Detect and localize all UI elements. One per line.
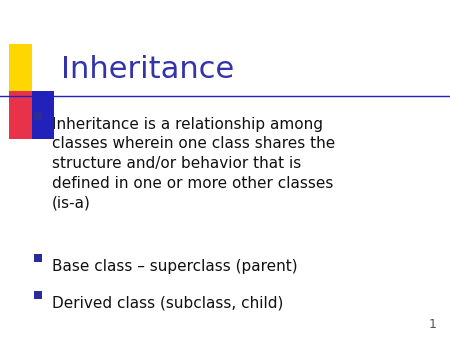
Bar: [34, 291, 42, 299]
Text: Inheritance is a relationship among
classes wherein one class shares the
structu: Inheritance is a relationship among clas…: [52, 117, 335, 211]
Text: 1: 1: [428, 318, 436, 331]
Bar: [9, 91, 32, 139]
Bar: [32, 91, 54, 139]
Bar: [34, 112, 42, 120]
Text: Base class – superclass (parent): Base class – superclass (parent): [52, 259, 297, 273]
Text: Derived class (subclass, child): Derived class (subclass, child): [52, 296, 283, 311]
Bar: [9, 44, 32, 91]
Text: Inheritance: Inheritance: [61, 55, 234, 84]
Bar: [34, 254, 42, 262]
